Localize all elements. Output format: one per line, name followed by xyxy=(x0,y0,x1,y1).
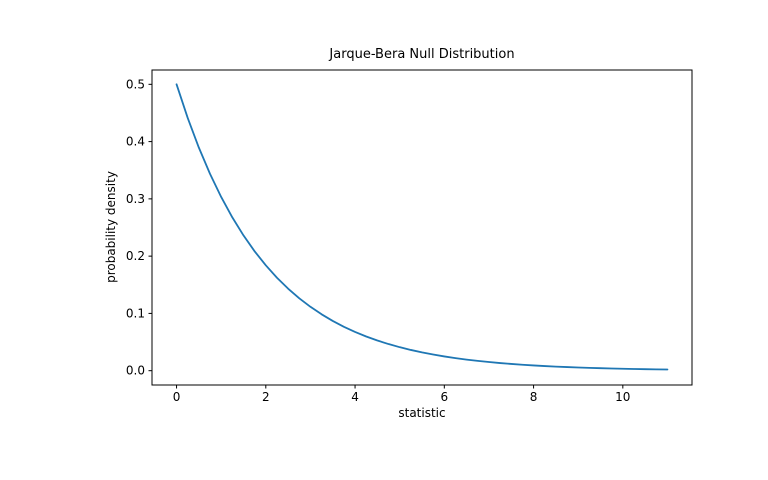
chart-title: Jarque-Bera Null Distribution xyxy=(329,47,515,62)
y-tick-label: 0.0 xyxy=(126,364,145,378)
y-tick-label: 0.4 xyxy=(126,135,145,149)
x-tick-label: 0 xyxy=(173,390,181,404)
x-tick-label: 8 xyxy=(530,390,538,404)
y-tick-label: 0.5 xyxy=(126,77,145,91)
y-tick-label: 0.1 xyxy=(126,306,145,320)
x-axis-label: statistic xyxy=(398,406,446,420)
y-tick-label: 0.2 xyxy=(126,249,145,263)
y-axis-label: probability density xyxy=(104,171,118,283)
x-tick-label: 4 xyxy=(351,390,359,404)
density-curve xyxy=(175,83,669,371)
x-tick-label: 6 xyxy=(440,390,448,404)
x-tick-label: 2 xyxy=(262,390,270,404)
x-tick-label: 10 xyxy=(615,390,630,404)
axes-spines xyxy=(151,69,693,386)
y-tick-label: 0.3 xyxy=(126,192,145,206)
